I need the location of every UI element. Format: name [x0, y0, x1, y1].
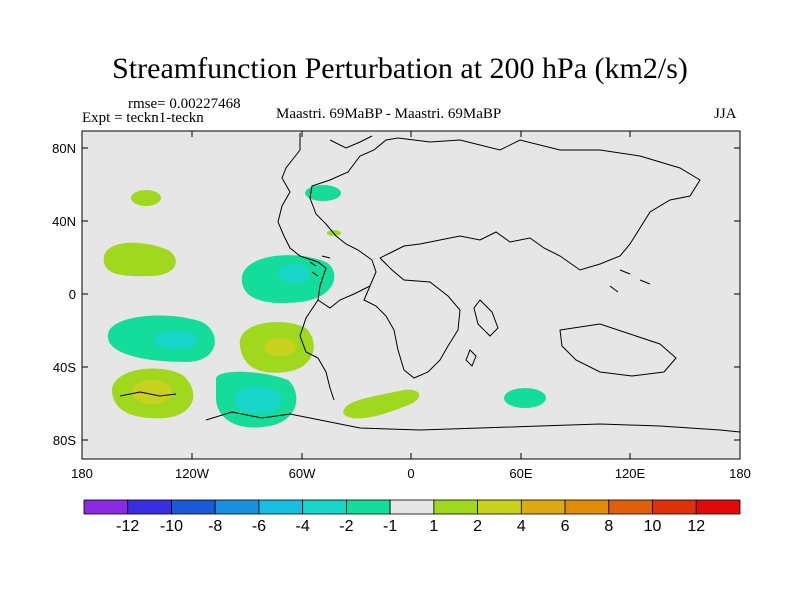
- map-background: [82, 131, 740, 459]
- lon-label-180e: 180: [729, 466, 751, 481]
- colorbar-box-7: [389, 499, 435, 515]
- colorbar-box-4: [258, 499, 304, 515]
- colorbar-label-0: -12: [116, 518, 139, 535]
- colorbar-box-2: [171, 499, 216, 515]
- contour-negative-southern-ocean-core: [234, 386, 282, 414]
- contour-negative-s-pacific-core: [154, 331, 198, 349]
- coastline-greenland: [329, 135, 373, 149]
- lat-label-40s: 40S: [53, 360, 76, 375]
- lat-label-40n: 40N: [52, 214, 76, 229]
- perturbation-contours: [103, 185, 546, 428]
- colorbar-box-11: [564, 499, 610, 515]
- coastline-antarctic-peninsula: [119, 391, 177, 397]
- lat-label-eq: 0: [69, 287, 76, 302]
- coastline-islands-asia: [609, 269, 651, 293]
- coastline-madagascar: [465, 349, 477, 367]
- colorbar-box-13: [652, 499, 697, 515]
- colorbar-label-1: -10: [160, 518, 183, 535]
- colorbar-box-3: [214, 499, 260, 515]
- plot-title: Streamfunction Perturbation at 200 hPa (…: [112, 52, 688, 85]
- coastlines: [119, 133, 741, 433]
- lat-label-80n: 80N: [52, 141, 76, 156]
- coastline-north-america: [277, 133, 399, 309]
- colorbar-label-13: 12: [687, 518, 705, 535]
- contour-positive-s-atlantic: [343, 389, 420, 419]
- lon-label-0: 0: [407, 466, 414, 481]
- colorbar: [83, 499, 741, 515]
- contour-positive-nz-core: [132, 380, 172, 404]
- colorbar-box-14: [695, 499, 741, 515]
- colorbar-label-12: 10: [644, 518, 662, 535]
- colorbar-box-6: [345, 499, 391, 515]
- lat-label-80s: 80S: [53, 433, 76, 448]
- colorbar-box-8: [433, 499, 478, 515]
- colorbar-box-10: [520, 499, 566, 515]
- lon-label-60e: 60E: [509, 466, 532, 481]
- coastline-eurasia: [379, 137, 701, 271]
- contour-negative-trop-pacific-core: [278, 264, 310, 284]
- coastline-antarctica: [205, 411, 741, 433]
- contour-negative-europe: [305, 185, 341, 201]
- coastline-australia: [559, 323, 677, 377]
- colorbar-label-3: -6: [252, 518, 266, 535]
- colorbar-label-6: -1: [383, 518, 397, 535]
- season-label: JJA: [714, 106, 737, 122]
- colorbar-label-11: 8: [604, 518, 613, 535]
- coastline-south-america: [299, 299, 335, 401]
- colorbar-box-0: [83, 499, 129, 515]
- colorbar-labels: -12 -10 -8 -6 -4 -2 -1 1 2 4 6 8 10 12: [116, 518, 705, 535]
- contour-negative-indian-ocean: [504, 388, 546, 408]
- colorbar-box-1: [127, 499, 172, 515]
- period-label: Maastri. 69MaBP - Maastri. 69MaBP: [276, 106, 502, 122]
- rmse-label: rmse= 0.00227468: [128, 96, 241, 112]
- lon-label-180w: 180: [71, 466, 93, 481]
- colorbar-label-2: -8: [208, 518, 222, 535]
- contour-positive-ne-pacific: [131, 190, 161, 206]
- colorbar-label-8: 2: [473, 518, 482, 535]
- colorbar-box-9: [477, 499, 522, 515]
- coastline-india: [473, 299, 499, 337]
- coastline-africa: [363, 257, 461, 379]
- experiment-label: Expt = teckn1-teckn: [82, 110, 204, 126]
- colorbar-label-4: -4: [296, 518, 310, 535]
- coastline-islands-caribbean: [309, 255, 331, 277]
- longitude-axis: [191, 131, 631, 459]
- contour-positive-n-pacific: [103, 242, 176, 277]
- colorbar-label-9: 4: [517, 518, 526, 535]
- colorbar-label-10: 6: [561, 518, 570, 535]
- colorbar-label-5: -2: [339, 518, 353, 535]
- lon-label-120w: 120W: [175, 466, 210, 481]
- contour-positive-se-pacific-core: [264, 338, 296, 356]
- latitude-axis: [82, 147, 740, 441]
- colorbar-label-7: 1: [429, 518, 438, 535]
- lon-label-120e: 120E: [615, 466, 646, 481]
- lon-label-60w: 60W: [289, 466, 316, 481]
- colorbar-box-5: [302, 499, 347, 515]
- colorbar-box-12: [608, 499, 653, 515]
